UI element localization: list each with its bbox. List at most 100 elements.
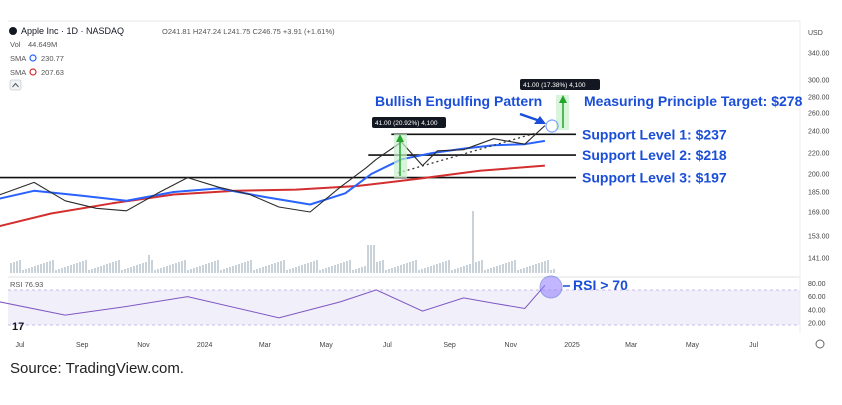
volume-bar <box>37 265 39 273</box>
volume-bar <box>490 268 492 273</box>
rsi-callout-label: RSI > 70 <box>573 277 628 293</box>
volume-bar <box>409 262 411 273</box>
volume-bar <box>478 261 480 273</box>
x-tick-label: 2025 <box>564 342 580 349</box>
volume-bar <box>205 264 207 273</box>
volume-bar <box>169 265 171 273</box>
x-tick-label: 2024 <box>197 342 213 349</box>
volume-bar <box>403 264 405 273</box>
volume-bar <box>370 245 372 273</box>
volume-bar <box>442 262 444 273</box>
x-tick-label: May <box>319 342 333 349</box>
volume-bar <box>334 265 336 273</box>
volume-bar <box>304 264 306 273</box>
legend-sma1-eye-icon[interactable] <box>29 54 37 62</box>
rsi-pane: RSI 76.93 17 <box>0 280 800 333</box>
y-tick-label: 153.00 <box>808 234 830 241</box>
volume-bar <box>271 264 273 273</box>
chart-settings-icon[interactable] <box>815 339 825 349</box>
volume-bar <box>115 261 117 273</box>
volume-bar <box>181 261 183 273</box>
volume-bar <box>346 261 348 273</box>
volume-bar <box>13 262 15 273</box>
volume-bar <box>34 266 36 273</box>
volume-bar <box>235 265 237 273</box>
trendline <box>397 132 537 174</box>
volume-bar <box>289 269 291 273</box>
volume-bar <box>340 263 342 273</box>
volume-bar <box>238 264 240 273</box>
price-series <box>0 125 546 228</box>
volume-bar <box>376 262 378 273</box>
legend-sma2-eye-icon[interactable] <box>29 68 37 76</box>
volume-bar <box>250 260 252 273</box>
apple-logo-icon <box>9 27 17 35</box>
volume-bar <box>124 269 126 273</box>
rsi-label: RSI 76.93 <box>10 280 43 289</box>
pattern-arrowhead <box>534 116 546 124</box>
volume-bar <box>199 266 201 273</box>
x-tick-label: May <box>686 342 700 349</box>
volume-bar <box>367 245 369 273</box>
rsi-highlight <box>539 275 563 299</box>
volume-bar <box>310 262 312 273</box>
legend-sma2-value: 207.63 <box>41 68 64 77</box>
support-label-1: Support Level 1: $237 <box>582 126 727 142</box>
volume-bar <box>382 260 384 273</box>
volume-bar <box>520 269 522 273</box>
measure-arrowhead-2 <box>559 95 567 103</box>
rsi-band <box>8 290 800 325</box>
volume-bar <box>226 268 228 273</box>
volume-bar <box>28 268 30 273</box>
x-tick-label: Jul <box>749 342 758 349</box>
volume-bar <box>472 211 474 273</box>
volume-bar <box>25 269 27 273</box>
volume-bar <box>118 260 120 273</box>
volume-bar <box>259 268 261 273</box>
volume-bar <box>493 267 495 273</box>
x-tick-label: Jul <box>16 342 25 349</box>
volume-bar <box>502 264 504 273</box>
volume-bar <box>31 267 33 273</box>
volume-bar <box>166 266 168 273</box>
volume-bar <box>58 269 60 273</box>
volume-bar <box>160 268 162 273</box>
volume-bar <box>163 267 165 273</box>
volume-bar <box>127 268 129 273</box>
volume-bar <box>151 260 153 273</box>
volume-bar <box>67 266 69 273</box>
x-tick-label: Jul <box>383 342 392 349</box>
support-label-2: Support Level 2: $218 <box>582 147 727 163</box>
volume-bar <box>148 255 150 273</box>
volume-bar <box>157 269 159 273</box>
x-tick-label: Sep <box>76 342 89 349</box>
volume-bar <box>277 262 279 273</box>
volume-bar <box>211 262 213 273</box>
volume-bar <box>349 260 351 273</box>
volume-bar <box>268 265 270 273</box>
x-tick-label: Mar <box>259 342 272 349</box>
volume-bar <box>550 270 552 273</box>
measure-label-1: 41.00 (20.92%) 4,100 <box>375 120 438 127</box>
volume-bar <box>256 269 258 273</box>
volume-bar <box>178 262 180 273</box>
volume-bar <box>40 264 42 273</box>
collapse-legend-button[interactable] <box>9 79 22 91</box>
volume-bar <box>508 262 510 273</box>
volume-bar <box>97 267 99 273</box>
volume-bar <box>208 263 210 273</box>
volume-bar <box>415 260 417 273</box>
volume-bar <box>232 266 234 273</box>
volume-bar <box>541 262 543 273</box>
volume-bar <box>319 270 321 273</box>
volume-bar <box>427 267 429 273</box>
y-tick-label: 240.00 <box>808 129 830 136</box>
volume-bar <box>397 266 399 273</box>
volume-bar <box>532 265 534 273</box>
currency-label: USD <box>808 30 823 37</box>
volume-bar <box>220 270 222 273</box>
volume-bar <box>103 265 105 273</box>
y-tick-label: 185.00 <box>808 190 830 197</box>
volume-bar <box>454 269 456 273</box>
measure-arrowhead-1 <box>396 134 404 142</box>
